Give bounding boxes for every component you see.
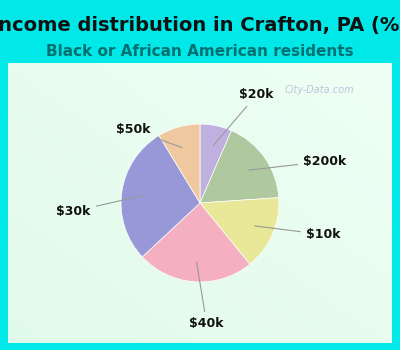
Text: $30k: $30k: [56, 196, 141, 218]
Text: $20k: $20k: [213, 89, 274, 146]
Text: $10k: $10k: [255, 226, 340, 241]
Text: $50k: $50k: [116, 123, 182, 148]
Text: $40k: $40k: [190, 262, 224, 330]
Text: Income distribution in Crafton, PA (%): Income distribution in Crafton, PA (%): [0, 16, 400, 35]
Wedge shape: [159, 124, 200, 203]
Wedge shape: [121, 135, 200, 257]
Text: $200k: $200k: [249, 155, 346, 170]
Wedge shape: [200, 124, 232, 203]
Wedge shape: [200, 131, 279, 203]
Wedge shape: [142, 203, 250, 282]
Text: Black or African American residents: Black or African American residents: [46, 44, 354, 59]
Wedge shape: [200, 198, 279, 264]
Text: City-Data.com: City-Data.com: [284, 85, 354, 96]
